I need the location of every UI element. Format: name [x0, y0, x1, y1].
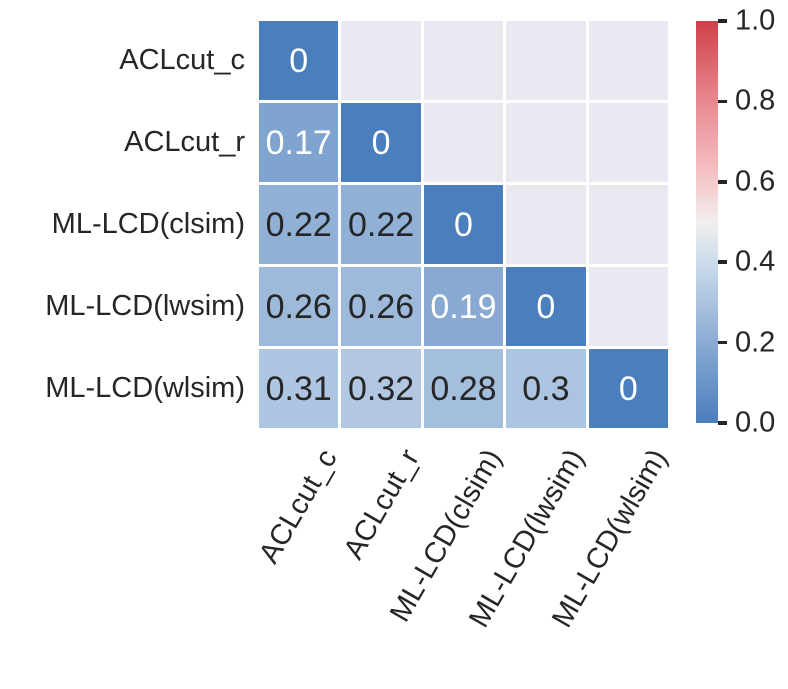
heatmap-cell-masked: [588, 103, 668, 182]
colorbar-tick-mark: [718, 340, 727, 345]
colorbar-tick-label: 0.8: [735, 84, 776, 117]
heatmap-cell-masked: [341, 21, 421, 100]
colorbar: [696, 21, 718, 423]
x-tick-label: ACLcut_c: [253, 444, 344, 569]
y-tick-label: ACLcut_r: [124, 126, 245, 158]
heatmap-cell-masked: [506, 103, 586, 182]
heatmap-cell: 0.31: [259, 349, 339, 428]
x-tick-label: ML-LCD(wlsim): [545, 444, 674, 634]
x-tick-label: ML-LCD(lwsim): [463, 444, 591, 634]
y-tick-label: ACLcut_c: [119, 44, 245, 76]
y-tick-label: ML-LCD(lwsim): [45, 290, 245, 322]
x-axis-tick-labels: ACLcut_c ACLcut_r ML-LCD(clsim) ML-LCD(lwsi…: [253, 436, 674, 686]
y-axis-tick-labels: ACLcut_c ACLcut_r ML-LCD(clsim) ML-LCD(lwsi…: [0, 21, 251, 428]
heatmap-cell: 0.32: [341, 349, 421, 428]
heatmap-cell-masked: [506, 21, 586, 100]
colorbar-tick-label: 0.0: [735, 406, 776, 439]
y-tick-label: ML-LCD(wlsim): [45, 372, 245, 404]
heatmap-cell: 0.26: [341, 267, 421, 346]
heatmap-cell: 0.17: [259, 103, 339, 182]
heatmap-cell-masked: [588, 21, 668, 100]
x-tick-label: ML-LCD(clsim): [384, 444, 509, 628]
x-tick-label: ACLcut_r: [337, 444, 427, 565]
heatmap-cell: 0: [423, 185, 504, 264]
heatmap-cell: 0.22: [259, 185, 339, 264]
y-tick-label: ML-LCD(clsim): [51, 208, 245, 240]
colorbar-tick-mark: [718, 19, 727, 23]
heatmap-cell-masked: [423, 103, 504, 182]
colorbar-tick-label: 0.6: [735, 165, 776, 198]
heatmap-cell: 0.3: [506, 349, 586, 428]
heatmap-cell: 0: [506, 267, 586, 346]
heatmap-cell-masked: [423, 21, 504, 100]
colorbar-tick-label: 1.0: [735, 4, 776, 37]
colorbar-tick-labels: 0.0 0.2 0.4 0.6 0.8 1.0: [718, 6, 788, 437]
heatmap-cell: 0.28: [423, 349, 504, 428]
heatmap-cell: 0.22: [341, 185, 421, 264]
heatmap-cell-masked: [588, 267, 668, 346]
heatmap-cell: 0: [588, 349, 668, 428]
heatmap-cell: 0: [341, 103, 421, 182]
colorbar-tick-mark: [718, 260, 727, 264]
colorbar-tick-label: 0.2: [735, 326, 776, 359]
heatmap-cell: 0.26: [259, 267, 339, 346]
colorbar-tick-mark: [718, 99, 727, 104]
colorbar-tick-label: 0.4: [735, 245, 776, 278]
heatmap-cell-masked: [506, 185, 586, 264]
heatmap: 0 0.17 0 0.22 0.22 0 0.26 0.26 0.19 0 0.31 0.32 0.28…: [259, 21, 668, 428]
colorbar-tick-mark: [718, 421, 727, 425]
colorbar-tick-mark: [718, 180, 727, 184]
heatmap-cell: 0.19: [423, 267, 504, 346]
heatmap-cell-masked: [588, 185, 668, 264]
heatmap-cell: 0: [259, 21, 339, 100]
